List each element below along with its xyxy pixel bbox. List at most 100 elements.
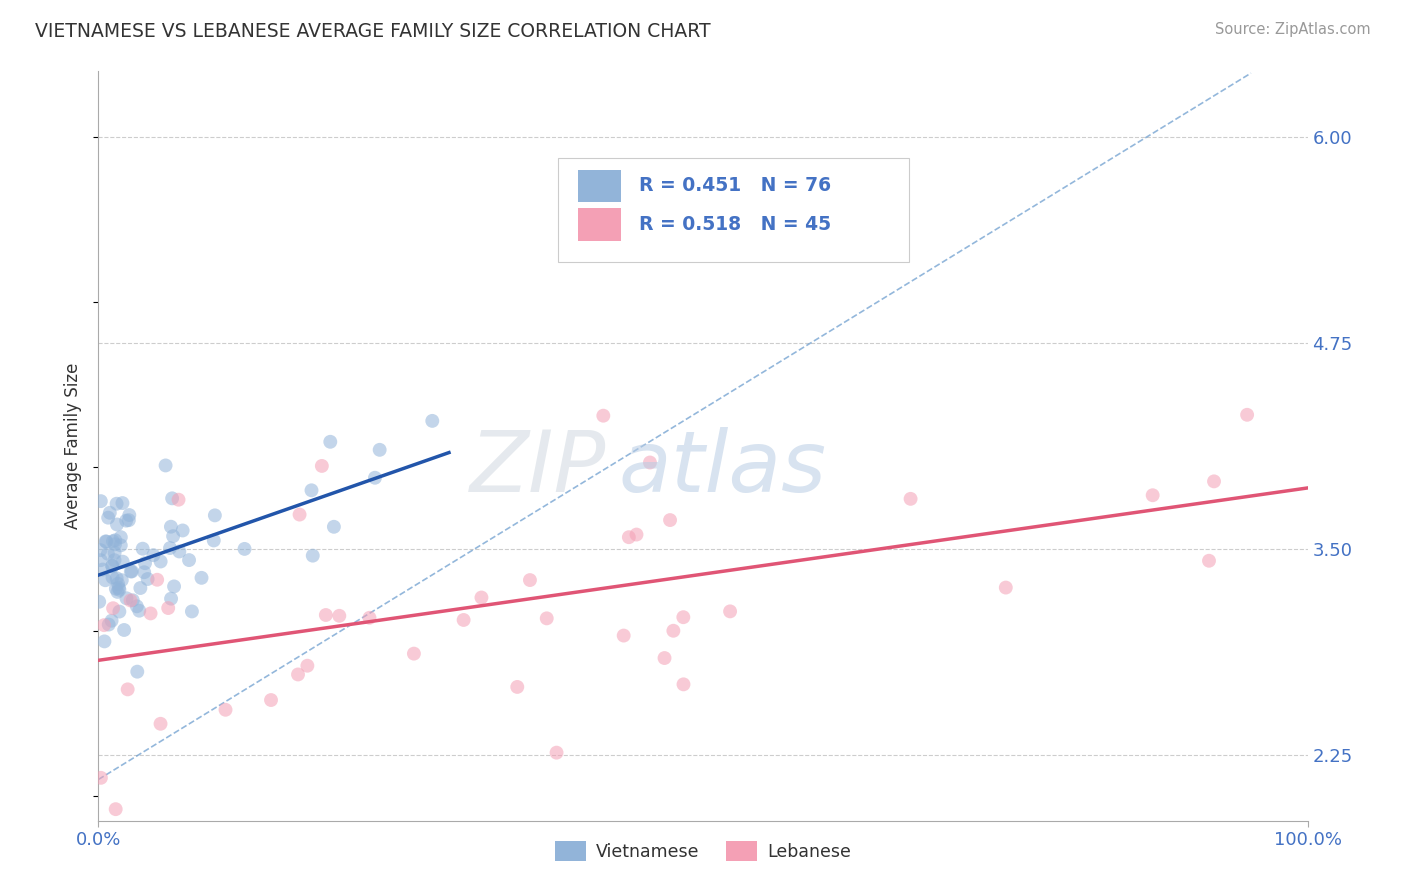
Point	[162, 529, 184, 543]
Point	[94, 573, 117, 587]
Point	[115, 591, 138, 606]
Point	[420, 414, 443, 428]
Point	[159, 541, 181, 555]
Point	[90, 494, 112, 508]
Point	[111, 573, 134, 587]
Point	[287, 667, 309, 681]
Point	[149, 716, 172, 731]
FancyBboxPatch shape	[578, 169, 621, 202]
Point	[104, 802, 127, 816]
Point	[626, 527, 648, 541]
Point	[89, 595, 111, 609]
Point	[121, 593, 143, 607]
Point	[172, 524, 194, 538]
Point	[155, 458, 177, 473]
Point	[311, 458, 333, 473]
Point	[101, 559, 124, 574]
Point	[288, 508, 311, 522]
Point	[160, 491, 183, 506]
Point	[134, 566, 156, 580]
Point	[204, 508, 226, 523]
Point	[101, 558, 124, 573]
Point	[160, 519, 183, 533]
Point	[105, 497, 128, 511]
Point	[322, 520, 344, 534]
Point	[98, 506, 121, 520]
FancyBboxPatch shape	[578, 209, 621, 242]
Point	[364, 471, 387, 485]
Point	[368, 442, 391, 457]
Point	[110, 530, 132, 544]
Point	[592, 409, 614, 423]
Point	[319, 434, 342, 449]
Point	[104, 537, 127, 551]
Point	[134, 556, 156, 570]
Point	[167, 492, 190, 507]
Y-axis label: Average Family Size: Average Family Size	[65, 363, 83, 529]
Point	[613, 629, 636, 643]
Point	[202, 533, 225, 548]
Point	[105, 571, 128, 585]
Point	[160, 591, 183, 606]
Point	[190, 571, 212, 585]
Point	[101, 534, 124, 549]
Point	[672, 677, 695, 691]
Point	[97, 547, 120, 561]
Point	[328, 608, 350, 623]
Point	[128, 604, 150, 618]
Point	[453, 613, 475, 627]
Point	[900, 491, 922, 506]
Point	[546, 746, 568, 760]
Point	[260, 693, 283, 707]
Point	[163, 579, 186, 593]
Point	[659, 513, 682, 527]
Point	[111, 496, 134, 510]
Point	[91, 563, 114, 577]
Point	[536, 611, 558, 625]
Point	[115, 514, 138, 528]
Point	[297, 658, 319, 673]
Point	[111, 555, 134, 569]
Point	[301, 483, 323, 498]
Point	[672, 610, 695, 624]
Point	[107, 585, 129, 599]
Point	[118, 513, 141, 527]
Point	[136, 572, 159, 586]
Point	[104, 582, 127, 596]
Point	[142, 548, 165, 562]
Point	[96, 534, 118, 549]
Point	[402, 647, 425, 661]
Point	[101, 601, 124, 615]
Point	[108, 605, 131, 619]
Point	[301, 549, 323, 563]
Point	[90, 771, 112, 785]
Point	[110, 538, 132, 552]
Point	[1142, 488, 1164, 502]
Point	[120, 593, 142, 607]
Point	[108, 581, 131, 595]
Point	[146, 573, 169, 587]
Point	[117, 682, 139, 697]
Point	[994, 581, 1017, 595]
Point	[654, 651, 676, 665]
Point	[181, 604, 204, 618]
Point	[638, 456, 661, 470]
Point	[131, 541, 153, 556]
Point	[470, 591, 492, 605]
Point	[617, 530, 640, 544]
Point	[519, 573, 541, 587]
Point	[1202, 475, 1225, 489]
Point	[177, 553, 200, 567]
Point	[139, 607, 162, 621]
Point	[169, 544, 191, 558]
Point	[315, 607, 337, 622]
Point	[157, 601, 180, 615]
Text: VIETNAMESE VS LEBANESE AVERAGE FAMILY SIZE CORRELATION CHART: VIETNAMESE VS LEBANESE AVERAGE FAMILY SI…	[35, 22, 711, 41]
Point	[93, 634, 115, 648]
Text: ZIP: ZIP	[470, 427, 606, 510]
FancyBboxPatch shape	[558, 158, 908, 262]
Point	[103, 553, 125, 567]
Point	[90, 553, 112, 567]
Point	[1198, 554, 1220, 568]
Point	[104, 546, 127, 560]
